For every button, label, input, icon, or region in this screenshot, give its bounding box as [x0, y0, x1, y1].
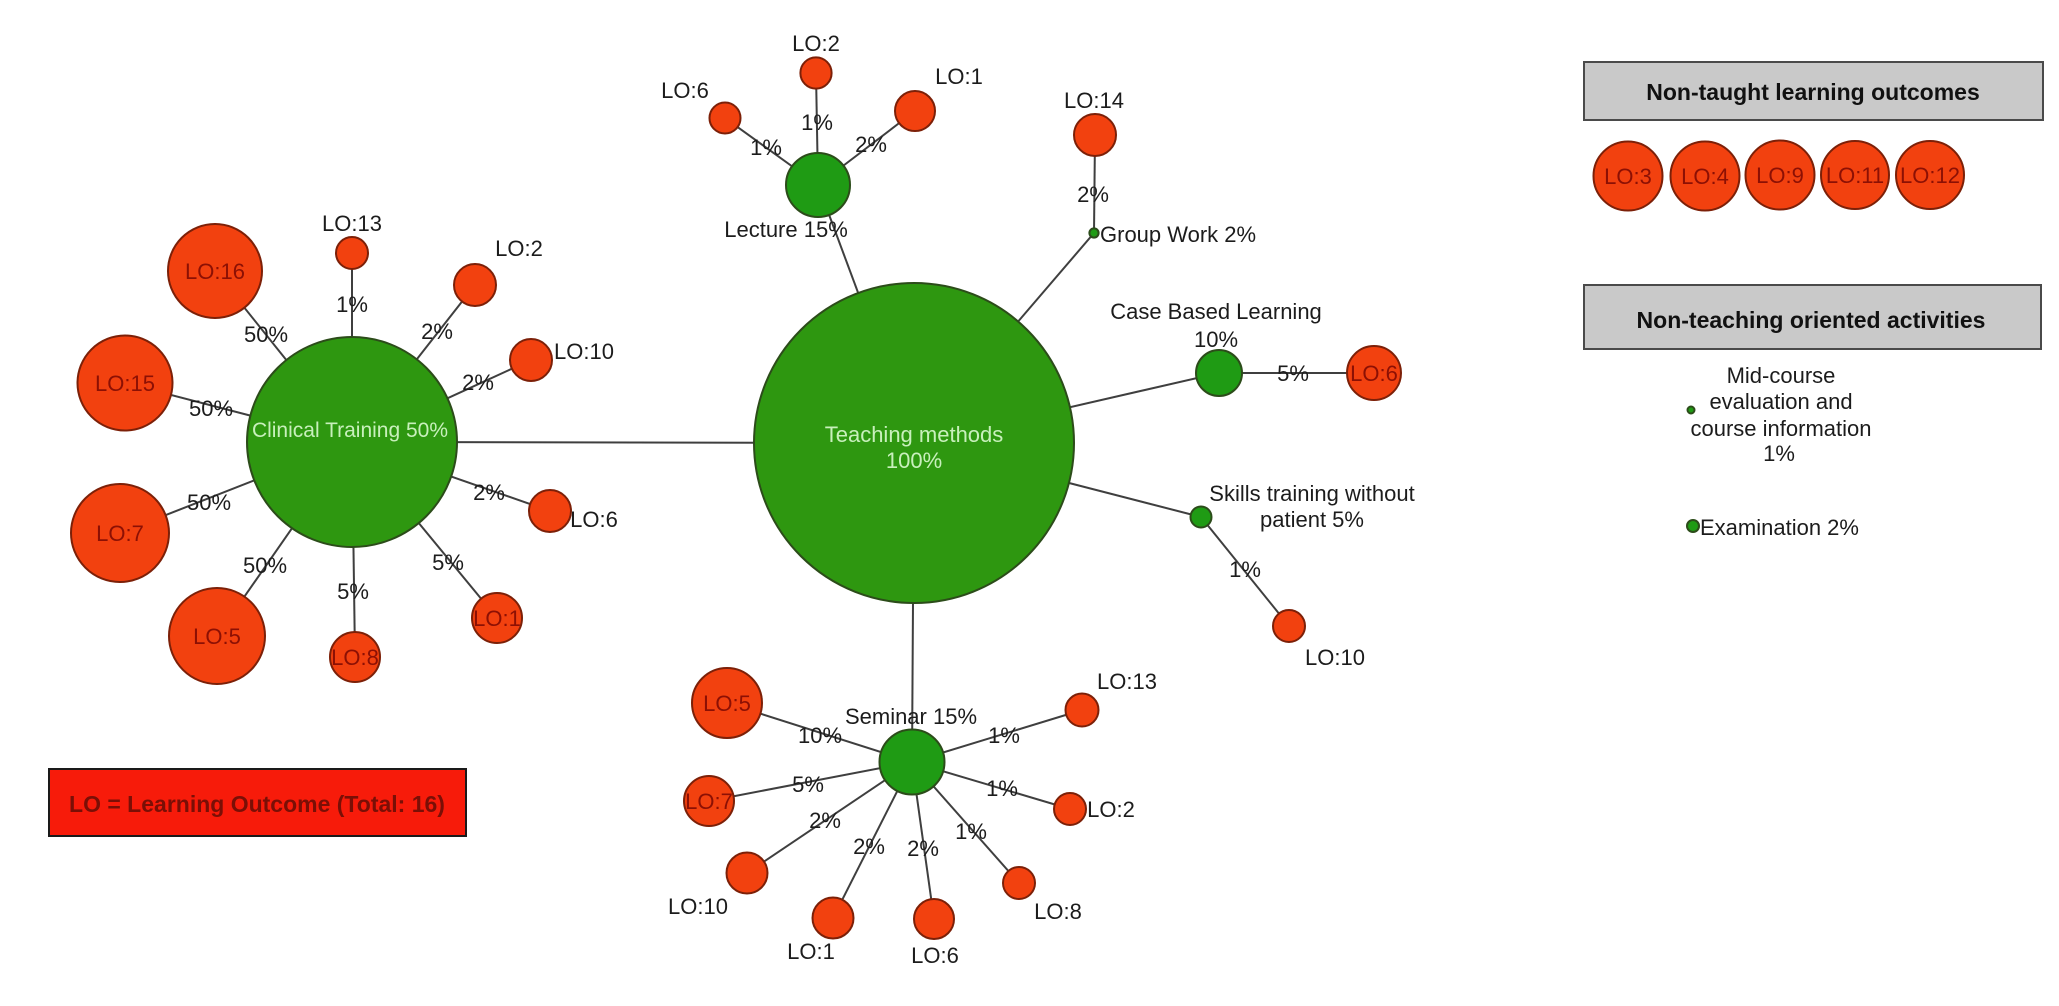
svg-text:LO:7: LO:7 [96, 521, 144, 546]
svg-text:Teaching methods: Teaching methods [825, 422, 1004, 447]
svg-text:10%: 10% [798, 723, 842, 748]
svg-text:patient 5%: patient 5% [1260, 507, 1364, 532]
svg-text:LO:14: LO:14 [1064, 88, 1124, 113]
svg-text:LO:1: LO:1 [935, 64, 983, 89]
svg-text:50%: 50% [189, 396, 233, 421]
svg-text:5%: 5% [337, 579, 369, 604]
svg-text:2%: 2% [853, 834, 885, 859]
svg-text:1%: 1% [1229, 557, 1261, 582]
svg-text:LO:12: LO:12 [1900, 163, 1960, 188]
svg-text:1%: 1% [988, 723, 1020, 748]
svg-text:2%: 2% [907, 836, 939, 861]
svg-text:Seminar 15%: Seminar 15% [845, 704, 977, 729]
svg-text:evaluation and: evaluation and [1709, 389, 1852, 414]
svg-text:LO:15: LO:15 [95, 371, 155, 396]
svg-text:1%: 1% [986, 776, 1018, 801]
svg-text:LO:6: LO:6 [661, 78, 709, 103]
svg-text:LO:8: LO:8 [331, 645, 379, 670]
svg-text:10%: 10% [1194, 327, 1238, 352]
svg-text:LO:4: LO:4 [1681, 164, 1729, 189]
svg-text:LO:13: LO:13 [322, 211, 382, 236]
svg-text:Non-teaching oriented activiti: Non-teaching oriented activities [1637, 307, 1986, 333]
svg-text:LO:5: LO:5 [193, 624, 241, 649]
svg-text:1%: 1% [336, 292, 368, 317]
svg-text:2%: 2% [473, 480, 505, 505]
svg-text:LO:16: LO:16 [185, 259, 245, 284]
svg-text:Examination 2%: Examination 2% [1700, 515, 1859, 540]
svg-text:Group Work 2%: Group Work 2% [1100, 222, 1256, 247]
svg-text:2%: 2% [1077, 182, 1109, 207]
svg-text:Non-taught learning outcomes: Non-taught learning outcomes [1646, 79, 1980, 105]
svg-text:Skills training without: Skills training without [1209, 481, 1414, 506]
svg-text:LO:13: LO:13 [1097, 669, 1157, 694]
svg-text:50%: 50% [244, 322, 288, 347]
svg-text:LO:3: LO:3 [1604, 164, 1652, 189]
svg-text:2%: 2% [855, 132, 887, 157]
svg-text:LO:7: LO:7 [685, 789, 733, 814]
svg-text:5%: 5% [432, 550, 464, 575]
svg-text:LO:1: LO:1 [787, 939, 835, 964]
svg-text:50%: 50% [243, 553, 287, 578]
svg-text:LO:9: LO:9 [1756, 163, 1804, 188]
svg-text:2%: 2% [421, 319, 453, 344]
svg-text:LO:11: LO:11 [1826, 163, 1884, 188]
svg-text:2%: 2% [462, 370, 494, 395]
svg-text:LO:8: LO:8 [1034, 899, 1082, 924]
svg-text:1%: 1% [955, 819, 987, 844]
svg-text:Case Based Learning: Case Based Learning [1110, 299, 1322, 324]
svg-text:LO:2: LO:2 [495, 236, 543, 261]
svg-text:1%: 1% [1763, 441, 1795, 466]
svg-text:LO:2: LO:2 [792, 31, 840, 56]
svg-text:Mid-course: Mid-course [1727, 363, 1836, 388]
svg-text:LO = Learning Outcome (Total:: LO = Learning Outcome (Total: 16) [69, 791, 445, 817]
svg-text:1%: 1% [750, 135, 782, 160]
svg-text:LO:6: LO:6 [911, 943, 959, 968]
svg-text:LO:2: LO:2 [1087, 797, 1135, 822]
svg-text:Clinical Training 50%: Clinical Training 50% [252, 419, 448, 442]
svg-text:LO:5: LO:5 [703, 691, 751, 716]
svg-text:Lecture 15%: Lecture 15% [724, 217, 848, 242]
svg-text:50%: 50% [187, 490, 231, 515]
svg-text:LO:1: LO:1 [473, 606, 521, 631]
svg-text:LO:6: LO:6 [1350, 361, 1398, 386]
svg-text:LO:10: LO:10 [668, 894, 728, 919]
svg-text:5%: 5% [792, 772, 824, 797]
svg-text:1%: 1% [801, 110, 833, 135]
svg-text:5%: 5% [1277, 361, 1309, 386]
svg-text:2%: 2% [809, 808, 841, 833]
svg-text:LO:6: LO:6 [570, 507, 618, 532]
svg-text:100%: 100% [886, 448, 942, 473]
svg-text:course information: course information [1691, 416, 1872, 441]
svg-text:LO:10: LO:10 [554, 339, 614, 364]
svg-text:LO:10: LO:10 [1305, 645, 1365, 670]
